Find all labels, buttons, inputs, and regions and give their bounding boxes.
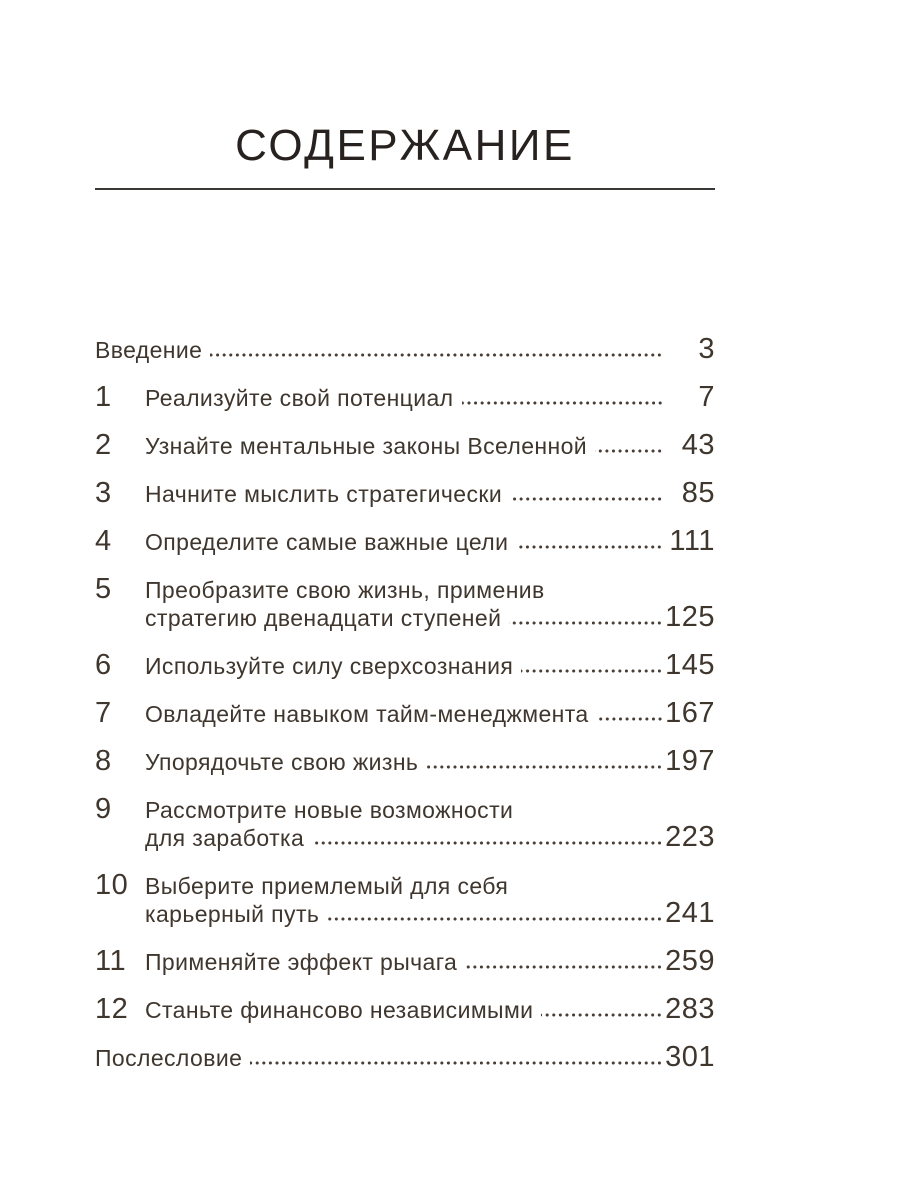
chapter-title: Овладейте навыком тайм-менеджмента (145, 701, 589, 727)
chapter-title: Реализуйте свой потенциал (145, 385, 454, 411)
chapter-title: Послесловие (95, 1045, 243, 1071)
page-number: 7 (698, 381, 715, 413)
chapter-title-continued: для заработка (145, 825, 305, 851)
dot-leader (509, 621, 663, 625)
page-number: 85 (681, 477, 715, 509)
page-number: 43 (681, 429, 715, 461)
page-number: 197 (665, 745, 715, 777)
toc-entry: 8 Упорядочьте свою жизнь 197 (95, 745, 715, 777)
toc-entry: 9 Рассмотрите новые возможности для зара… (95, 793, 715, 853)
chapter-title: Станьте финансово независимыми (145, 997, 534, 1023)
page-number: 259 (665, 945, 715, 977)
chapter-title: Выберите приемлемый для себя (145, 873, 509, 899)
title-divider (95, 188, 715, 190)
toc-entry: 11 Применяйте эффект рычага 259 (95, 945, 715, 977)
chapter-number: 4 (95, 525, 112, 557)
table-of-contents: Введение 3 1 Реализуйте свой потенциал 7 (95, 333, 715, 1073)
toc-entry: 4 Определите самые важные цели 111 (95, 525, 715, 557)
dot-leader (312, 841, 663, 845)
page-number: 3 (698, 333, 715, 365)
chapter-number: 12 (95, 993, 129, 1025)
toc-entry: 10 Выберите приемлемый для себя карьерны… (95, 869, 715, 929)
chapter-number: 7 (95, 697, 112, 729)
chapter-title: Введение (95, 337, 203, 363)
toc-entry: Послесловие 301 (95, 1041, 715, 1073)
chapter-title: Упорядочьте свою жизнь (145, 749, 419, 775)
dot-leader (510, 497, 663, 501)
chapter-number: 9 (95, 793, 112, 825)
dot-leader (461, 401, 663, 405)
chapter-title: Преобразите свою жизнь, применив (145, 577, 545, 603)
chapter-number: 5 (95, 573, 112, 605)
dot-leader (516, 545, 663, 549)
dot-leader (426, 765, 663, 769)
toc-entry: 2 Узнайте ментальные законы Вселенной 43 (95, 429, 715, 461)
page-number: 167 (665, 697, 715, 729)
chapter-number: 1 (95, 381, 112, 413)
dot-leader (210, 353, 663, 357)
page-content: СОДЕРЖАНИЕ Введение 3 1 Реализуйте свой … (95, 0, 715, 1092)
dot-leader (596, 717, 663, 721)
page-number: 145 (665, 649, 715, 681)
page-number: 111 (669, 525, 715, 557)
dot-leader (327, 917, 663, 921)
chapter-title: Определите самые важные цели (145, 529, 509, 555)
chapter-number: 10 (95, 869, 129, 901)
chapter-title-continued: карьерный путь (145, 901, 320, 927)
dot-leader (250, 1061, 663, 1065)
toc-entry: 12 Станьте финансово независимыми 283 (95, 993, 715, 1025)
chapter-title-continued: стратегию двенадцати ступеней (145, 605, 502, 631)
page-number: 301 (665, 1041, 715, 1073)
chapter-title: Начните мыслить стратегически (145, 481, 503, 507)
toc-entry: Введение 3 (95, 333, 715, 365)
toc-entry: 3 Начните мыслить стратегически 85 (95, 477, 715, 509)
chapter-number: 6 (95, 649, 112, 681)
page-title: СОДЕРЖАНИЕ (235, 121, 575, 170)
page-number: 125 (665, 601, 715, 633)
chapter-number: 3 (95, 477, 112, 509)
toc-entry: 6 Используйте силу сверхсознания 145 (95, 649, 715, 681)
chapter-title: Используйте силу сверхсознания (145, 653, 514, 679)
toc-entry: 1 Реализуйте свой потенциал 7 (95, 381, 715, 413)
page-number: 241 (665, 897, 715, 929)
toc-entry: 5 Преобразите свою жизнь, применив страт… (95, 573, 715, 633)
chapter-title: Применяйте эффект рычага (145, 949, 458, 975)
dot-leader (541, 1013, 663, 1017)
dot-leader (465, 965, 663, 969)
chapter-number: 8 (95, 745, 112, 777)
dot-leader (595, 449, 663, 453)
page-number: 283 (665, 993, 715, 1025)
dot-leader (521, 669, 663, 673)
page-number: 223 (665, 821, 715, 853)
toc-entry: 7 Овладейте навыком тайм-менеджмента 167 (95, 697, 715, 729)
chapter-number: 2 (95, 429, 112, 461)
chapter-title: Узнайте ментальные законы Вселенной (145, 433, 588, 459)
chapter-number: 11 (95, 945, 127, 977)
chapter-title: Рассмотрите новые возможности (145, 797, 514, 823)
